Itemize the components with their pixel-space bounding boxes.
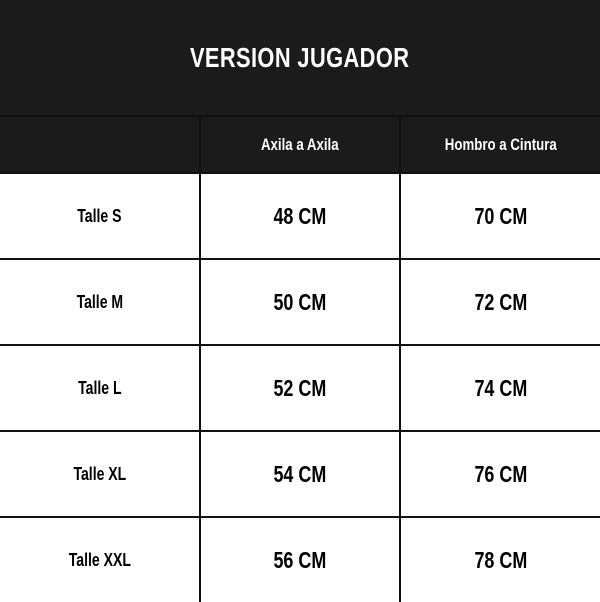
table-row: Talle L 52 CM 74 CM	[0, 344, 600, 432]
table-row: Talle M 50 CM 72 CM	[0, 258, 600, 346]
title-text: VERSION JUGADOR	[190, 41, 410, 73]
header-hombro: Hombro a Cintura	[399, 115, 600, 174]
axila-cell: 50 CM	[199, 258, 401, 346]
table-row: Talle S 48 CM 70 CM	[0, 172, 600, 260]
header-axila: Axila a Axila	[199, 115, 401, 174]
size-cell: Talle M	[0, 258, 201, 346]
hombro-cell: 74 CM	[399, 344, 600, 432]
header-empty	[0, 115, 201, 174]
hombro-cell: 70 CM	[399, 172, 600, 260]
header-hombro-label: Hombro a Cintura	[444, 134, 557, 154]
hombro-cell: 72 CM	[399, 258, 600, 346]
size-cell: Talle L	[0, 344, 201, 432]
header-row: Axila a Axila Hombro a Cintura	[0, 115, 600, 174]
axila-cell: 54 CM	[199, 430, 401, 518]
size-table: Axila a Axila Hombro a Cintura Talle S 4…	[0, 115, 600, 602]
axila-cell: 56 CM	[199, 516, 401, 602]
hombro-cell: 78 CM	[399, 516, 600, 602]
size-cell: Talle S	[0, 172, 201, 260]
chart-title: VERSION JUGADOR	[0, 0, 600, 115]
axila-cell: 52 CM	[199, 344, 401, 432]
header-axila-label: Axila a Axila	[261, 134, 339, 154]
size-cell: Talle XL	[0, 430, 201, 518]
size-cell: Talle XXL	[0, 516, 201, 602]
axila-cell: 48 CM	[199, 172, 401, 260]
table-row: Talle XL 54 CM 76 CM	[0, 430, 600, 518]
table-row: Talle XXL 56 CM 78 CM	[0, 516, 600, 602]
hombro-cell: 76 CM	[399, 430, 600, 518]
